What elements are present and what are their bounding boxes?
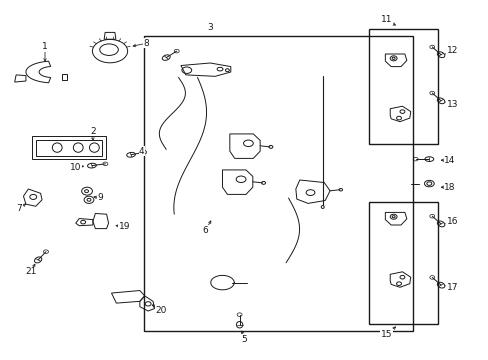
Bar: [368, 29, 437, 144]
Text: 19: 19: [119, 222, 130, 231]
Text: 2: 2: [90, 127, 96, 136]
Text: 21: 21: [25, 267, 37, 276]
Text: 12: 12: [446, 46, 457, 55]
Text: 6: 6: [202, 226, 208, 235]
Text: 9: 9: [97, 194, 103, 202]
Text: 18: 18: [443, 183, 455, 192]
Text: 10: 10: [70, 163, 81, 172]
Text: 14: 14: [443, 156, 455, 165]
Text: 4: 4: [139, 147, 144, 156]
Text: 7: 7: [17, 204, 22, 213]
Bar: [144, 36, 412, 331]
Text: 5: 5: [241, 335, 247, 343]
Text: 16: 16: [446, 217, 457, 226]
Text: 15: 15: [380, 330, 391, 338]
Text: 1: 1: [42, 42, 48, 51]
Bar: [368, 202, 437, 324]
Text: 17: 17: [446, 284, 457, 292]
Text: 13: 13: [446, 100, 457, 109]
Text: 20: 20: [155, 306, 167, 315]
Text: 11: 11: [380, 15, 391, 24]
Text: 3: 3: [207, 22, 213, 31]
Text: 8: 8: [143, 39, 149, 48]
